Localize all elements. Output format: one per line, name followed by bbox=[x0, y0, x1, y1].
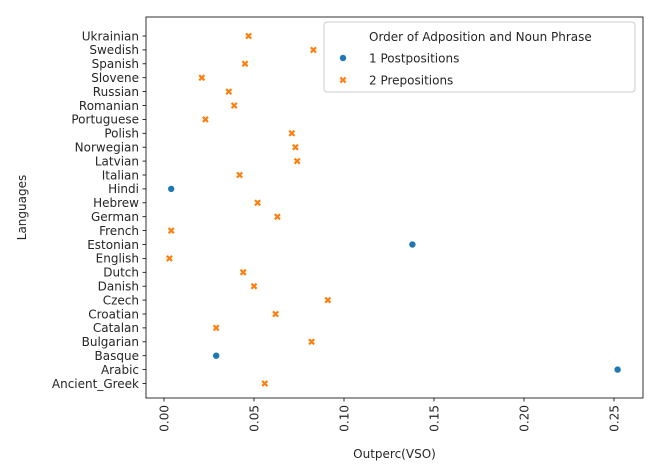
y-tick-label: French bbox=[99, 224, 139, 238]
y-tick-label: Ukrainian bbox=[82, 29, 139, 43]
y-tick-label: Ancient_Greek bbox=[52, 377, 139, 391]
data-point-preposition bbox=[254, 199, 261, 207]
y-tick-label: Catalan bbox=[93, 321, 139, 335]
y-tick-label: Czech bbox=[103, 293, 139, 307]
data-point-preposition bbox=[236, 171, 243, 179]
y-tick-label: Hebrew bbox=[93, 196, 139, 210]
x-tick-label: 0.25 bbox=[607, 405, 621, 432]
data-point-preposition bbox=[293, 157, 301, 165]
data-point-preposition bbox=[245, 32, 252, 40]
legend-title: Order of Adposition and Noun Phrase bbox=[369, 30, 592, 44]
y-tick-label: German bbox=[91, 210, 139, 224]
x-axis-title: Outperc(VSO) bbox=[353, 447, 436, 461]
y-tick-label: Italian bbox=[102, 168, 139, 182]
y-tick-label: Russian bbox=[93, 85, 139, 99]
y-tick-label: Basque bbox=[95, 349, 139, 363]
x-tick-label: 0.00 bbox=[157, 405, 171, 432]
y-axis-ticks: UkrainianSwedishSpanishSloveneRussianRom… bbox=[52, 29, 146, 391]
data-point-preposition bbox=[272, 310, 279, 318]
y-tick-label: Croatian bbox=[88, 307, 139, 321]
y-tick-label: Danish bbox=[98, 280, 139, 294]
data-points bbox=[166, 32, 622, 387]
data-point-postposition bbox=[212, 351, 220, 360]
y-tick-label: Dutch bbox=[103, 266, 139, 280]
data-point-preposition bbox=[212, 324, 220, 332]
y-tick-label: Slovene bbox=[91, 71, 139, 85]
y-axis-title: Languages bbox=[15, 175, 29, 240]
x-axis-ticks: 0.00 0.05 0.10 0.15 0.20 0.25 bbox=[157, 398, 621, 432]
y-tick-label: Latvian bbox=[95, 154, 139, 168]
legend: Order of Adposition and Noun Phrase 1 Po… bbox=[323, 21, 636, 93]
y-tick-label: Romanian bbox=[79, 99, 139, 113]
legend-marker-circle bbox=[339, 54, 347, 62]
data-point-preposition bbox=[225, 88, 233, 95]
y-tick-label: Estonian bbox=[87, 238, 139, 252]
y-tick-label: Spanish bbox=[92, 57, 139, 71]
x-tick-label: 0.15 bbox=[427, 405, 441, 432]
data-point-preposition bbox=[241, 60, 249, 68]
x-tick-label: 0.05 bbox=[247, 405, 261, 432]
data-point-preposition bbox=[239, 268, 247, 276]
data-point-preposition bbox=[167, 227, 175, 234]
y-tick-label: Bulgarian bbox=[82, 335, 139, 349]
data-point-preposition bbox=[308, 338, 315, 346]
legend-frame bbox=[323, 21, 636, 93]
data-point-preposition bbox=[324, 296, 332, 304]
data-point-preposition bbox=[166, 255, 173, 262]
data-point-preposition bbox=[230, 102, 238, 109]
data-point-preposition bbox=[274, 213, 281, 221]
x-tick-label: 0.10 bbox=[337, 405, 351, 432]
data-point-preposition bbox=[261, 380, 269, 387]
data-point-postposition bbox=[613, 365, 622, 374]
data-point-preposition bbox=[198, 74, 206, 82]
y-tick-label: Polish bbox=[104, 127, 139, 141]
legend-marker-x bbox=[339, 76, 347, 84]
data-point-preposition bbox=[310, 46, 317, 54]
y-tick-label: Hindi bbox=[108, 182, 139, 196]
data-point-postposition bbox=[167, 185, 175, 193]
y-tick-label: Swedish bbox=[89, 43, 139, 57]
data-point-preposition bbox=[250, 282, 258, 290]
y-tick-label: Arabic bbox=[101, 363, 139, 377]
legend-entry-label: 1 Postpositions bbox=[369, 52, 459, 66]
y-tick-label: Portuguese bbox=[71, 113, 139, 127]
data-point-preposition bbox=[202, 116, 209, 123]
y-tick-label: English bbox=[96, 252, 139, 266]
data-point-preposition bbox=[292, 143, 299, 151]
data-point-preposition bbox=[288, 129, 296, 137]
x-tick-label: 0.20 bbox=[517, 405, 531, 432]
legend-entry-label: 2 Prepositions bbox=[369, 74, 453, 88]
plot-area-frame bbox=[145, 16, 644, 399]
legend-entries: 1 Postpositions 2 Prepositions bbox=[339, 52, 459, 88]
y-tick-label: Norwegian bbox=[75, 141, 139, 155]
data-point-postposition bbox=[408, 240, 417, 249]
